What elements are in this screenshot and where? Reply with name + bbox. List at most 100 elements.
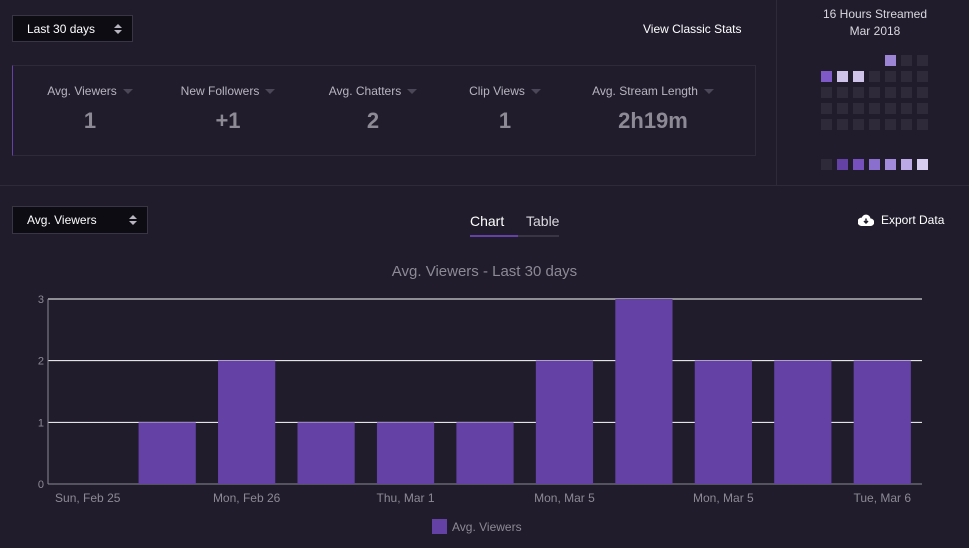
stat-label[interactable]: Avg. Chatters [329,84,418,98]
bar [376,422,435,484]
date-range-select[interactable]: Last 30 days [12,15,133,42]
select-arrows-icon [129,215,137,225]
calendar-day-cell [901,55,912,66]
calendar-day-cell [885,71,896,82]
calendar-day-cell [853,71,864,82]
stats-summary-panel: Avg. Viewers 1 New Followers +1 Avg. Cha… [12,65,756,156]
hours-streamed-label: 16 Hours Streamed [822,7,928,21]
x-tick-label: Mon, Feb 26 [213,491,281,505]
calendar-day-cell [853,103,864,114]
calendar-day-cell [837,119,848,130]
stat-avg-viewers[interactable]: Avg. Viewers 1 [35,66,145,134]
bar [297,422,355,484]
date-range-select-value: Last 30 days [27,21,96,36]
bar [535,360,594,484]
stat-value: 1 [83,108,97,133]
caret-down-icon [530,88,541,94]
calendar-day-cell [821,103,832,114]
caret-down-icon [122,88,133,94]
tab-chart[interactable]: Chart [470,213,505,229]
x-tick-label: Tue, Mar 6 [853,491,911,505]
export-data-button[interactable]: Export Data [858,213,944,227]
view-classic-stats-link[interactable]: View Classic Stats [643,22,742,36]
calendar-day-cell [869,87,880,98]
calendar-day-cell [821,119,832,130]
y-tick-label: 2 [38,356,44,368]
export-data-label: Export Data [881,213,945,227]
calendar-day-cell [869,71,880,82]
bar [694,360,752,484]
calendar-day-cell [837,71,848,82]
x-tick-label: Mon, Mar 5 [693,491,754,505]
calendar-day-cell [821,87,832,98]
panel-divider [776,0,777,185]
stat-value: 1 [498,108,512,133]
stat-new-followers[interactable]: New Followers +1 [173,66,283,134]
caret-down-icon [703,88,714,94]
metric-select[interactable]: Avg. Viewers [12,206,148,234]
calendar-day-cell [917,119,928,130]
calendar-day-cell [901,119,912,130]
select-arrows-icon [114,23,122,34]
calendar-month-label: Mar 2018 [849,24,901,38]
stat-label[interactable]: Avg. Stream Length [592,84,714,98]
section-divider [0,185,969,186]
y-tick-label: 0 [38,479,44,491]
bar [456,422,514,484]
bar [138,422,196,484]
stat-value: +1 [215,108,241,133]
calendar-day-cell [917,87,928,98]
calendar-day-cell [885,119,896,130]
chart-title: Avg. Viewers - Last 30 days [391,263,578,280]
calendar-day-cell [885,55,896,66]
calendar-day-cell [917,159,928,170]
caret-down-icon [407,88,418,94]
calendar-day-cell [901,87,912,98]
legend-swatch [432,519,447,534]
calendar-day-cell [917,55,928,66]
calendar-day-cell [917,103,928,114]
calendar-day-cell [901,103,912,114]
bar [774,360,832,484]
stat-value: 2h19m [618,108,688,133]
calendar-day-cell [885,159,896,170]
calendar-day-cell [901,159,912,170]
bar [615,299,673,484]
calendar-day-cell [853,87,864,98]
calendar-day-cell [869,159,880,170]
calendar-day-cell [853,159,864,170]
x-tick-label: Thu, Mar 1 [377,491,435,505]
calendar-day-cell [917,71,928,82]
tab-underline [518,235,559,237]
calendar-day-cell [821,71,832,82]
chart-legend[interactable]: Avg. Viewers [432,519,522,534]
stat-avg-chatters[interactable]: Avg. Chatters 2 [318,66,428,134]
active-tab-indicator [470,235,518,237]
calendar-day-cell [837,103,848,114]
stat-label[interactable]: Clip Views [469,84,541,98]
calendar-day-cell [869,103,880,114]
calendar-day-cell [837,159,848,170]
tab-table[interactable]: Table [526,213,560,229]
stat-value: 2 [366,108,380,133]
x-tick-label: Sun, Feb 25 [55,491,121,505]
calendar-day-cell [885,103,896,114]
calendar-day-cell [901,71,912,82]
stat-label[interactable]: Avg. Viewers [47,84,133,98]
metric-select-value: Avg. Viewers [27,213,97,227]
y-tick-label: 1 [38,417,44,429]
calendar-summary: 16 Hours Streamed Mar 2018 [790,6,960,40]
caret-down-icon [265,88,276,94]
calendar-day-cell [869,119,880,130]
x-tick-label: Mon, Mar 5 [534,491,595,505]
cloud-download-icon [858,214,874,226]
stat-avg-stream-length[interactable]: Avg. Stream Length 2h19m [583,66,723,134]
legend-label: Avg. Viewers [452,519,522,534]
y-tick-label: 3 [38,294,44,306]
stat-clip-views[interactable]: Clip Views 1 [450,66,560,134]
calendar-day-cell [837,87,848,98]
calendar-day-cell [853,119,864,130]
stat-label[interactable]: New Followers [181,84,276,98]
bar [218,360,276,484]
